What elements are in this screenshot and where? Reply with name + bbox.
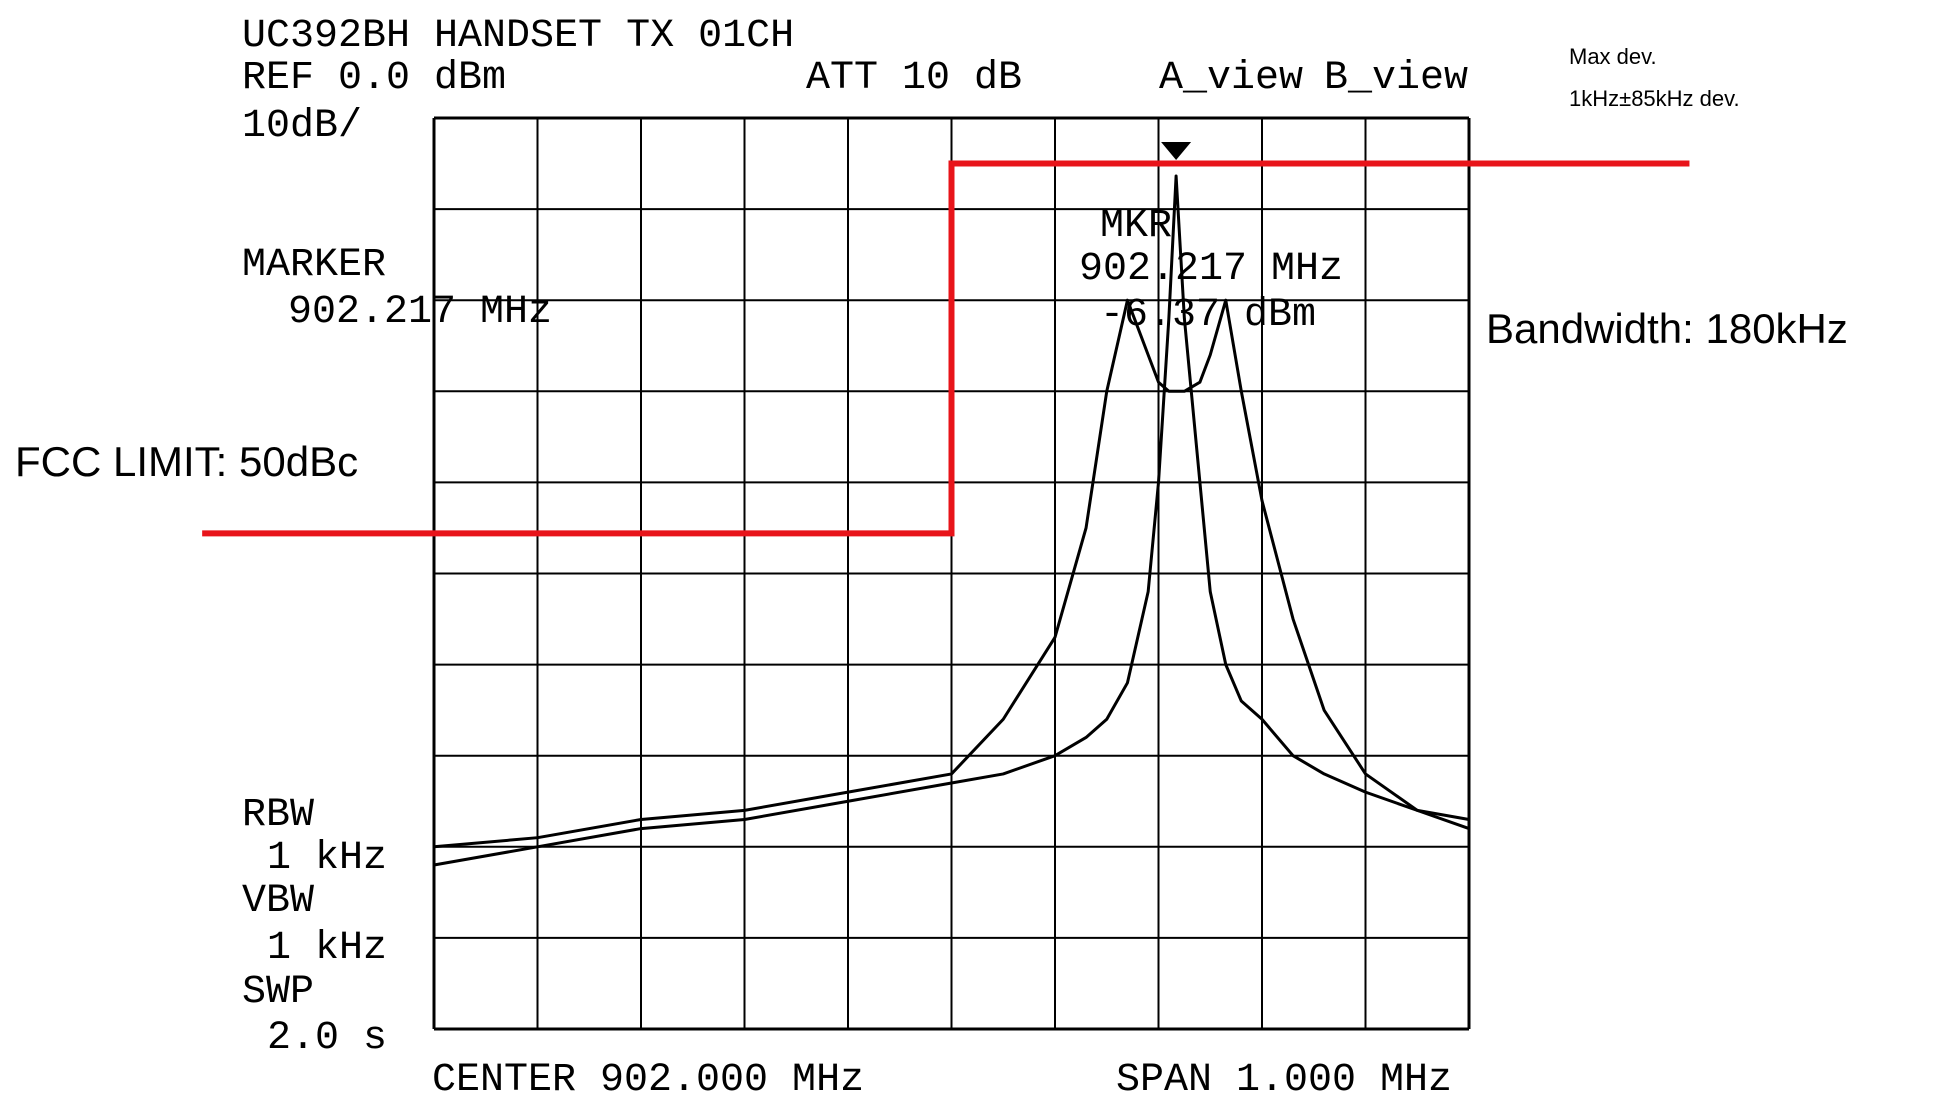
view-label: B_view xyxy=(1324,56,1468,101)
span: SPAN 1.000 MHz xyxy=(1116,1058,1452,1099)
swp-label: SWP xyxy=(242,970,314,1015)
swp-value: 2.0 s xyxy=(267,1016,387,1061)
ref-level: REF 0.0 dBm xyxy=(242,56,506,101)
attenuation: ATT 10 dB xyxy=(806,56,1022,101)
marker-frequency: 902.217 MHz xyxy=(288,290,552,335)
center-frequency: CENTER 902.000 MHz xyxy=(432,1058,864,1099)
max-dev-value: 1kHz±85kHz dev. xyxy=(1569,86,1740,111)
limit-line xyxy=(202,160,1690,537)
marker-label: MARKER xyxy=(242,243,386,288)
vbw-value: 1 kHz xyxy=(267,926,387,971)
rbw-value: 1 kHz xyxy=(267,836,387,881)
mkr-label: MKR xyxy=(1100,204,1172,249)
vbw-label: VBW xyxy=(242,879,314,924)
trace xyxy=(433,174,1470,867)
rbw-label: RBW xyxy=(242,793,314,838)
marker-triangle xyxy=(1161,142,1192,160)
screen-title: UC392BH HANDSET TX 01CH xyxy=(242,14,794,59)
mkr-frequency: 902.217 MHz xyxy=(1079,247,1343,292)
max-dev-label: Max dev. xyxy=(1569,44,1657,69)
bandwidth-note: Bandwidth: 180kHz xyxy=(1486,305,1848,352)
scale-label: 10dB/ xyxy=(242,104,362,149)
view-label: A_view xyxy=(1159,56,1303,101)
limit-label: FCC LIMIT: 50dBc xyxy=(15,438,358,485)
